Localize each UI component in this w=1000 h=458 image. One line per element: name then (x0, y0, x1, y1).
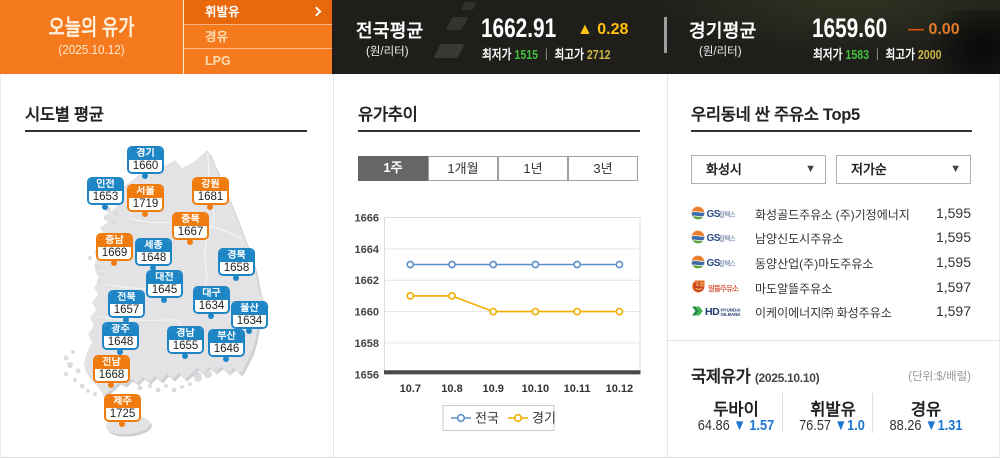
svg-text:HYUNDAI: HYUNDAI (721, 308, 741, 313)
svg-text:10.11: 10.11 (564, 383, 591, 395)
svg-text:칼텍스: 칼텍스 (719, 259, 736, 268)
svg-text:OILBANK: OILBANK (721, 312, 742, 317)
svg-text:1660: 1660 (355, 307, 379, 319)
svg-text:10.9: 10.9 (482, 383, 503, 395)
svg-text:칼텍스: 칼텍스 (719, 234, 736, 243)
svg-text:10.8: 10.8 (441, 383, 462, 395)
svg-text:1656: 1656 (355, 369, 379, 381)
svg-text:GS: GS (707, 233, 721, 244)
svg-text:1662: 1662 (355, 275, 379, 287)
svg-text:GS: GS (707, 209, 721, 220)
svg-text:10.12: 10.12 (606, 383, 634, 395)
svg-text:오일: 오일 (696, 281, 704, 288)
svg-text:1658: 1658 (355, 338, 379, 350)
svg-text:칼텍스: 칼텍스 (719, 210, 736, 219)
svg-text:1664: 1664 (355, 244, 380, 256)
svg-text:경기: 경기 (532, 411, 556, 426)
svg-text:10.7: 10.7 (400, 383, 421, 395)
svg-text:1666: 1666 (355, 213, 379, 225)
svg-text:HD: HD (705, 306, 720, 318)
svg-text:전국: 전국 (475, 411, 499, 426)
svg-text:GS: GS (707, 258, 721, 269)
svg-text:10.10: 10.10 (522, 383, 550, 395)
svg-text:알뜰주유소: 알뜰주유소 (708, 283, 739, 293)
